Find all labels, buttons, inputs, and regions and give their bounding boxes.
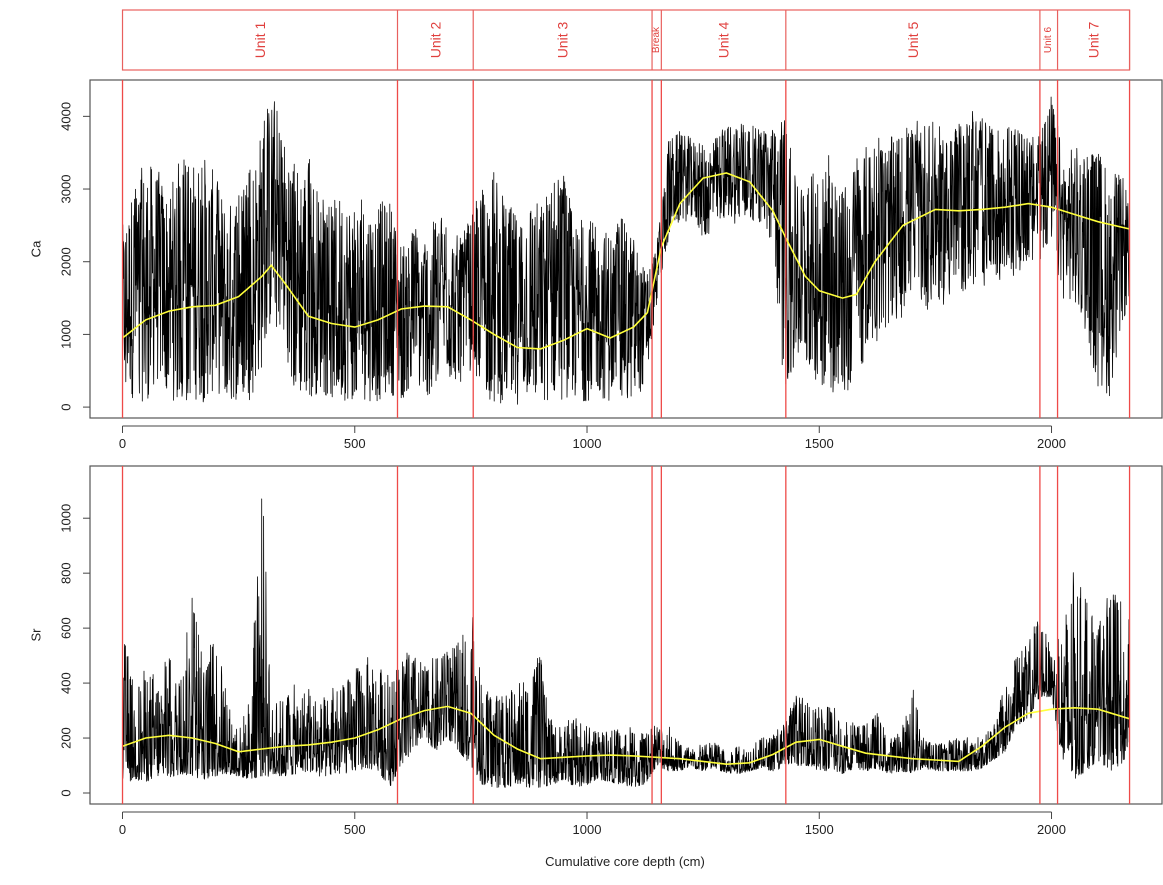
ca-trend-line	[122, 172, 1130, 350]
ca-plot-frame	[89, 79, 1163, 419]
sr-signal-line	[122, 498, 1130, 788]
y-tick-label: 1000	[59, 504, 74, 533]
x-tick-label: 2000	[1037, 822, 1066, 837]
y-tick-label: 4000	[59, 102, 74, 131]
units-strip: Unit 1 Unit 2 Unit 3 Break Unit 4 Unit 5 Unit …	[121, 9, 1131, 71]
y-tick-label: 3000	[59, 175, 74, 204]
y-tick-label: 0	[59, 789, 74, 796]
unit-label: Unit 2	[427, 22, 443, 59]
y-tick-label: 600	[59, 617, 74, 639]
unit-label: Unit 1	[252, 22, 268, 59]
unit-label: Break	[651, 26, 662, 53]
x-tick-label: 1500	[805, 436, 834, 451]
x-tick-label: 500	[344, 436, 366, 451]
sr-y-axis-label: Sr	[29, 628, 44, 642]
x-axis-label: Cumulative core depth (cm)	[545, 854, 705, 869]
sr-plot-frame	[89, 465, 1163, 805]
x-tick-label: 1000	[573, 436, 602, 451]
unit-label: Unit 7	[1086, 22, 1102, 59]
unit-label: Unit 3	[555, 22, 571, 59]
x-tick-label: 0	[119, 822, 126, 837]
sr-panel: 0 200 400 600 800 1000 Sr 0 500 1000 1500 2000	[29, 465, 1163, 837]
x-tick-label: 1500	[805, 822, 834, 837]
y-tick-label: 1000	[59, 320, 74, 349]
sr-trend-line	[122, 705, 1130, 766]
x-tick-label: 1000	[573, 822, 602, 837]
y-tick-label: 2000	[59, 247, 74, 276]
y-tick-label: 400	[59, 672, 74, 694]
x-tick-label: 2000	[1037, 436, 1066, 451]
ca-signal-line	[122, 96, 1130, 405]
x-tick-label: 0	[119, 436, 126, 451]
y-tick-label: 800	[59, 562, 74, 584]
unit-label: Unit 4	[716, 22, 732, 59]
unit-label: Unit 6	[1043, 27, 1054, 54]
x-tick-label: 500	[344, 822, 366, 837]
units-strip-frame	[121, 9, 1131, 71]
unit-label: Unit 5	[905, 22, 921, 59]
ca-y-axis-label: Ca	[29, 240, 44, 257]
y-tick-label: 200	[59, 727, 74, 749]
y-tick-label: 0	[59, 403, 74, 410]
ca-panel: 0 1000 2000 3000 4000 Ca 0 500 1000 1500 2000	[29, 79, 1163, 451]
